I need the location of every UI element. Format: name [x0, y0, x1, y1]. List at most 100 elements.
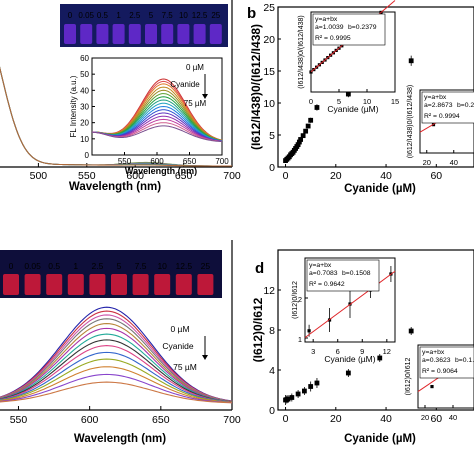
panel-b-y-tick-label: 15 — [263, 66, 275, 78]
panel-b-inset-high-equation-box — [421, 91, 474, 124]
panel-a-x-tick-label: 550 — [78, 170, 96, 182]
panel-c-vial-label: 0.05 — [24, 261, 41, 271]
panel-c-spectrum-line — [0, 345, 233, 403]
panel-b-inset-low-equation: y=a+bx — [315, 16, 338, 23]
panel-d-inset-low-x-tick-label: 9 — [360, 347, 364, 356]
panel-b-point — [300, 133, 306, 139]
panel-a-vial — [96, 24, 109, 44]
panel-c-vial — [46, 274, 63, 295]
panel-a-vial — [161, 24, 174, 44]
panel-d-point — [377, 355, 383, 361]
panel-a-vial-label: 7.5 — [162, 11, 174, 20]
panel-c-spectrum-line — [0, 381, 233, 404]
panel-c-vial-label: 2.5 — [91, 261, 103, 271]
panel-d-inset-low-point — [307, 329, 311, 333]
panel-d-inset-high-fit-a: a=0.3623 — [422, 357, 451, 364]
panel-c-vial — [67, 274, 84, 295]
panel-d-inset-low-fit-a: a=0.7083 — [309, 270, 338, 277]
panel-b-inset-high-x-tick-label: 20 — [423, 158, 431, 167]
panel-d-inset-high: 20 40 y=a+bxa=0.3623 b=0.1... R² = 0.9064 (I6… — [405, 344, 474, 422]
panel-d-inset-low-ylabel: (I612)0/I612 — [292, 281, 299, 319]
panel-c-vial — [154, 274, 171, 295]
panel-d-inset-high-point — [430, 384, 434, 389]
panel-d-inset-low-equation: y=a+bx — [309, 262, 332, 269]
panel-c-arrow-bottom: 75 µM — [173, 362, 197, 372]
panel-b-x-tick-label: 40 — [380, 170, 392, 182]
panel-c-spectrum-line — [0, 351, 233, 403]
panel-d-y-tick-label: 12 — [263, 285, 275, 297]
panel-b-inset-high-x-tick-label: 40 — [450, 158, 458, 167]
panel-d-y-tick-label: 8 — [269, 325, 275, 337]
panel-a-inset-frame — [91, 57, 223, 156]
panel-d-x-tick-label: 0 — [283, 413, 289, 425]
panel-b-inset-low-x-tick-label: 15 — [391, 97, 399, 106]
panel-c-vial-label: 7.5 — [135, 261, 147, 271]
panel-b-point — [295, 142, 301, 147]
panel-a-vial-label: 2.5 — [129, 11, 141, 20]
panel-b-inset-high-r-squared: R² = 0.9994 — [424, 113, 460, 120]
panel-c-x-tick-label: 600 — [81, 414, 99, 426]
panel-d-xlabel: Cyanide (µM) — [344, 433, 416, 445]
panel-a-xlabel: Wavelength (nm) — [69, 181, 161, 193]
panel-a-vial-label: 0.5 — [97, 11, 109, 20]
panel-c-vial — [132, 274, 149, 295]
panel-b-frame — [277, 6, 474, 168]
panel-a-vial-label: 5 — [149, 11, 154, 20]
panel-b-main-plot: 0 20 40 60 0 5 10 15 20 25 — [263, 2, 442, 182]
panel-c-vial-label: 1 — [73, 261, 78, 271]
panel-a-vial — [128, 24, 141, 44]
panel-c-vial — [89, 274, 106, 295]
panel-c-spectrum-line — [0, 323, 233, 402]
panel-a-x-tick-label: 500 — [30, 170, 48, 182]
panel-a-inset-y-tick-label: 0 — [85, 151, 90, 160]
panel-b-inset-low-r-squared: R² = 0.9995 — [315, 35, 351, 42]
panel-d-point — [295, 391, 301, 397]
panel-c-xlabel: Wavelength (nm) — [74, 433, 166, 445]
panel-a-inset-y-tick-label: 10 — [80, 135, 89, 144]
panel-a: 500 550 600 650 700 Wavelength (nm) 0 0.05 0.5… — [0, 0, 241, 193]
panel-b-inset-low-point — [309, 70, 313, 74]
panel-a-x-ticks: 500 550 600 650 700 — [30, 163, 241, 182]
panel-d-ylabel: (I612)0/I612 — [251, 297, 265, 362]
panel-a-inset-x-tick-label: 550 — [118, 157, 132, 166]
panel-d-point — [301, 388, 307, 394]
panel-a-inset-ylabel: FL Intensity (a.u.) — [69, 75, 78, 137]
panel-a-inset: 550 600 650 700 0 10 20 30 40 50 60 Wavelength (nm)… — [69, 54, 229, 176]
panel-c-x-tick-label: 700 — [223, 414, 241, 426]
panel-c-vial-label: 0.5 — [48, 261, 60, 271]
panel-d-inset-low-r-squared: R² = 0.9642 — [309, 281, 345, 288]
panel-c-spectrum-line — [0, 333, 233, 403]
panel-d-x-tick-label: 20 — [330, 413, 342, 425]
panel-d-inset-low-equation-box — [306, 259, 380, 292]
panel-b-ylabel: (I612/I438)0/(I612/I438) — [249, 24, 263, 150]
panel-a-vial — [145, 24, 157, 44]
panel-a-curves — [0, 66, 232, 167]
panel-c-spectrum-line — [0, 327, 233, 403]
panel-c-vial-label: 0 — [9, 261, 14, 271]
panel-d-inset-high-equation-box — [419, 346, 474, 379]
panel-c-x-ticks: 550 600 650 700 — [10, 406, 241, 426]
panel-a-x-tick-label: 650 — [175, 170, 193, 182]
panel-b-point — [314, 105, 320, 110]
panel-d-point — [308, 384, 314, 389]
panel-d-inset-high-x-tick-label: 40 — [449, 413, 457, 422]
panel-a-vial-label: 0.05 — [78, 11, 94, 20]
panel-a-inset-x-tick-label: 600 — [150, 157, 164, 166]
panel-b-y-tick-label: 0 — [269, 162, 275, 174]
panel-b-y-tick-label: 25 — [263, 2, 275, 14]
panel-c-arrow-top: 0 µM — [170, 324, 189, 334]
panel-a-vial — [64, 24, 76, 44]
panel-a-inset-x-tick-label: 650 — [183, 157, 197, 166]
panel-c-spectrum-line — [0, 318, 233, 402]
panel-b-y-tick-label: 10 — [263, 98, 275, 110]
panel-d-point — [285, 396, 291, 402]
panel-d-y-tick-label: 4 — [269, 365, 275, 377]
panel-a-inset-arrow-head — [202, 94, 208, 99]
panel-b-inset-low-ylabel: (I612/I438)0/(I612/I438) — [298, 15, 305, 89]
panel-c-vials-photo: 0 0.05 0.5 1 2.5 5 7.5 10 12.5 25 — [0, 250, 222, 298]
panel-c-vial — [111, 274, 127, 295]
panel-d-inset-high-equation: y=a+bx — [422, 349, 445, 356]
panel-a-inset-y-tick-label: 40 — [80, 86, 89, 95]
